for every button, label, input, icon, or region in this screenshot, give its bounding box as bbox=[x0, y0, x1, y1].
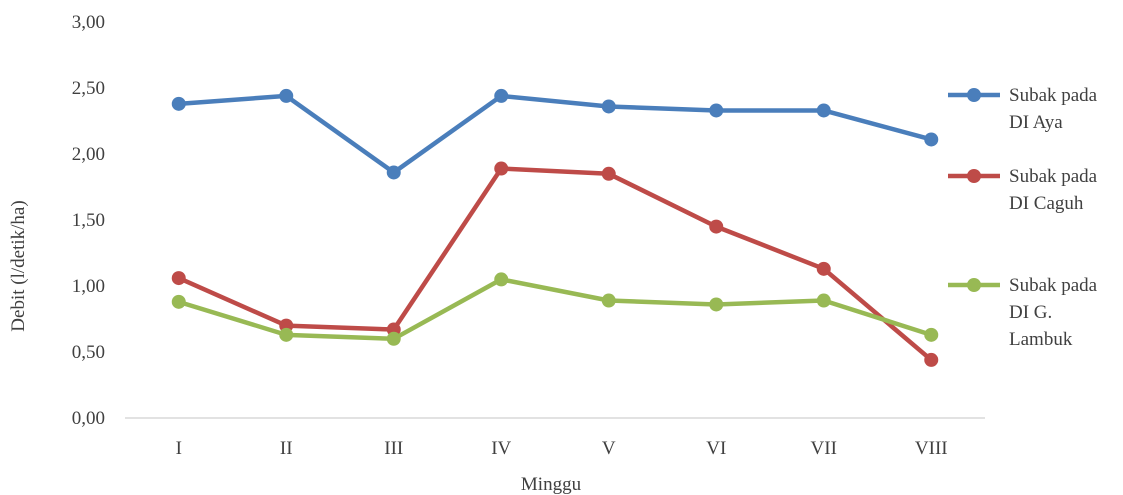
data-point bbox=[171, 271, 186, 286]
series-2 bbox=[171, 161, 939, 367]
x-tick-label: I bbox=[176, 438, 182, 459]
x-tick-label: IV bbox=[491, 438, 511, 459]
y-axis-title: Debit (l/detik/ha) bbox=[8, 200, 29, 331]
legend-marker bbox=[967, 278, 981, 292]
legend-label: DI Aya bbox=[1009, 112, 1063, 133]
x-tick-label: III bbox=[384, 438, 403, 459]
y-tick-label: 3,00 bbox=[72, 12, 105, 33]
data-point bbox=[601, 99, 616, 114]
legend-item: Subak pada DI G. Lambuk bbox=[948, 275, 1098, 350]
data-point bbox=[279, 327, 294, 342]
series-1 bbox=[171, 88, 939, 180]
series-group bbox=[171, 88, 939, 367]
legend-item: Subak pada DI Aya bbox=[948, 85, 1098, 133]
y-tick-label: 2,00 bbox=[72, 144, 105, 165]
legend-marker bbox=[967, 169, 981, 183]
y-tick-label: 0,50 bbox=[72, 342, 105, 363]
series-line bbox=[176, 93, 934, 175]
data-point bbox=[171, 294, 186, 309]
data-point bbox=[386, 165, 401, 180]
data-point bbox=[924, 132, 939, 147]
x-tick-label: II bbox=[280, 438, 293, 459]
legend-label: DI Caguh bbox=[1009, 193, 1084, 214]
y-tick-label: 2,50 bbox=[72, 78, 105, 99]
data-point bbox=[709, 103, 724, 118]
series-3 bbox=[171, 272, 939, 346]
x-tick-label: V bbox=[602, 438, 616, 459]
y-axis-ticks: 0,00 0,50 1,00 1,50 2,00 2,50 3,00 bbox=[72, 12, 105, 429]
x-tick-label: VIII bbox=[915, 438, 948, 459]
data-point bbox=[494, 272, 509, 287]
data-point bbox=[816, 103, 831, 118]
legend-label: DI G. bbox=[1009, 302, 1052, 323]
x-tick-label: VI bbox=[706, 438, 726, 459]
data-point bbox=[709, 219, 724, 234]
series-line bbox=[176, 277, 934, 342]
data-point bbox=[601, 293, 616, 308]
legend-item: Subak pada DI Caguh bbox=[948, 166, 1098, 214]
data-point bbox=[601, 166, 616, 181]
legend-label: Subak pada bbox=[1009, 85, 1098, 106]
y-tick-label: 0,00 bbox=[72, 408, 105, 429]
legend-label: Lambuk bbox=[1009, 329, 1073, 350]
data-point bbox=[816, 293, 831, 308]
x-axis-title: Minggu bbox=[521, 474, 582, 495]
legend-marker bbox=[967, 88, 981, 102]
data-point bbox=[924, 327, 939, 342]
data-point bbox=[924, 352, 939, 367]
series-line bbox=[176, 166, 934, 363]
y-tick-label: 1,00 bbox=[72, 276, 105, 297]
legend-label: Subak pada bbox=[1009, 275, 1098, 296]
data-point bbox=[816, 261, 831, 276]
data-point bbox=[494, 161, 509, 176]
y-tick-label: 1,50 bbox=[72, 210, 105, 231]
x-tick-label: VII bbox=[811, 438, 837, 459]
data-point bbox=[171, 96, 186, 111]
data-point bbox=[494, 88, 509, 103]
data-point bbox=[386, 331, 401, 346]
data-point bbox=[279, 88, 294, 103]
x-axis-ticks: I II III IV V VI VII VIII bbox=[176, 438, 948, 459]
legend-label: Subak pada bbox=[1009, 166, 1098, 187]
data-point bbox=[709, 297, 724, 312]
